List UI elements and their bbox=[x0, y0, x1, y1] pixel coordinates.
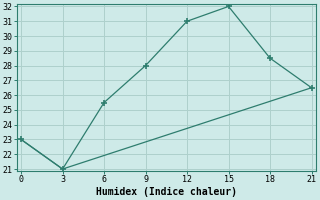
X-axis label: Humidex (Indice chaleur): Humidex (Indice chaleur) bbox=[96, 187, 237, 197]
